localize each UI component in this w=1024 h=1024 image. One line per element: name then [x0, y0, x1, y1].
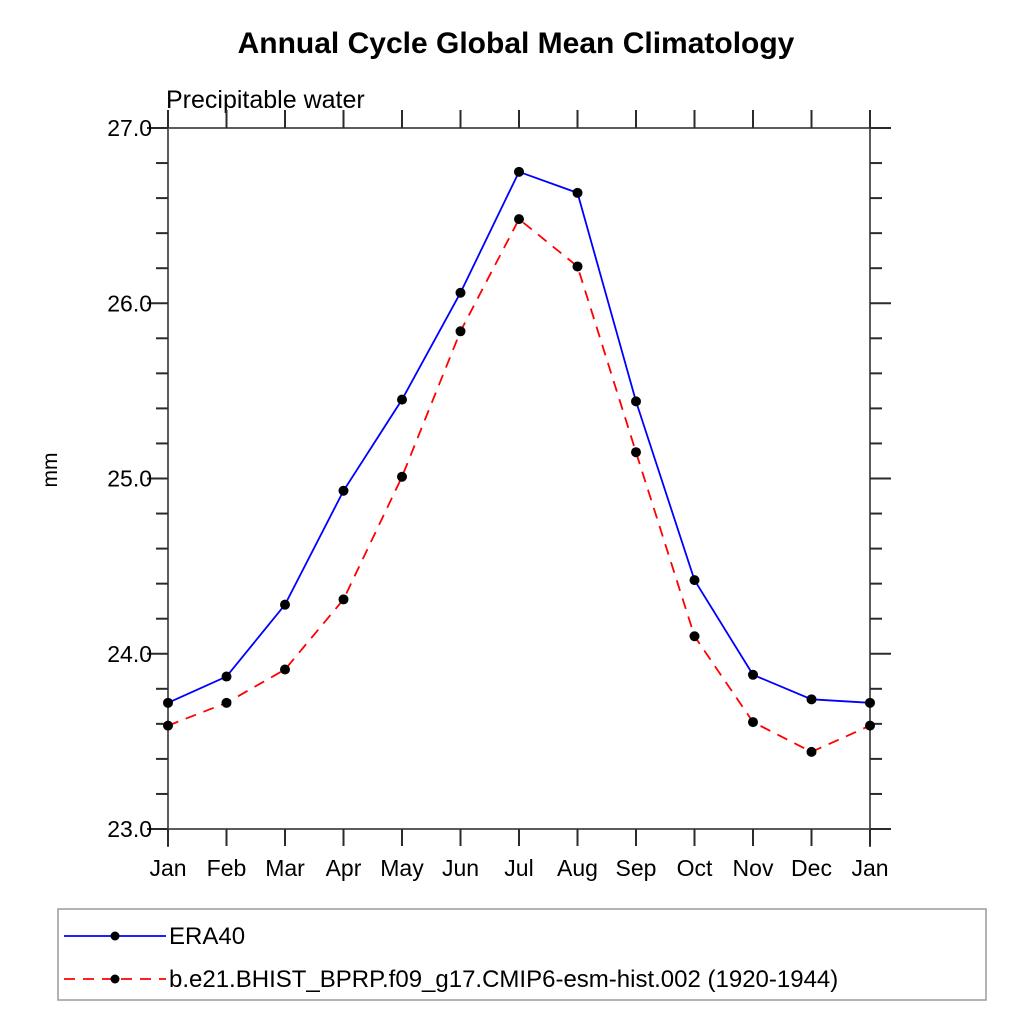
y-tick-label: 24.0 [107, 641, 152, 667]
data-point [221, 697, 232, 708]
legend-marker [110, 931, 120, 941]
x-tick-label: Dec [791, 855, 832, 881]
data-point [865, 720, 875, 731]
x-tick-label: Jan [149, 855, 186, 881]
data-point [689, 575, 700, 586]
y-tick-label: 27.0 [107, 115, 152, 141]
data-point [338, 485, 349, 496]
data-point [455, 287, 466, 298]
data-point [748, 717, 758, 728]
x-tick-label: Aug [557, 855, 598, 881]
x-tick-label: May [380, 855, 424, 881]
legend-box [57, 908, 987, 1001]
data-point [397, 394, 407, 405]
y-tick-label: 25.0 [107, 466, 152, 492]
data-point [572, 261, 583, 272]
data-point [221, 671, 232, 682]
data-point [397, 471, 407, 482]
legend-label: b.e21.BHIST_BPRP.f09_g17.CMIP6-esm-hist.… [169, 966, 838, 993]
data-point [689, 631, 700, 642]
x-tick-label: Mar [265, 855, 305, 881]
data-point [748, 669, 758, 680]
chart-title: Annual Cycle Global Mean Climatology [238, 27, 795, 60]
data-point [865, 697, 875, 708]
legend: ERA40 b.e21.BHIST_BPRP.f09_g17.CMIP6-esm-… [57, 908, 987, 1001]
data-point [806, 746, 817, 757]
data-point [806, 694, 817, 705]
x-tick-label: Feb [207, 855, 247, 881]
data-point [631, 396, 641, 407]
x-tick-label: Jun [442, 855, 479, 881]
y-axis-label: mm [39, 453, 62, 488]
x-tick-label: Jan [851, 855, 888, 881]
legend-marker [110, 974, 120, 984]
y-tick-label: 26.0 [107, 290, 152, 316]
series-line [167, 170, 871, 704]
x-tick-label: Nov [733, 855, 774, 881]
data-point [163, 720, 173, 731]
axes: Jan Feb Mar Apr May Jun Jul Aug Sep Oct Nov Dec Jan 2… [107, 110, 891, 881]
data-point [338, 594, 349, 605]
data-series [163, 166, 875, 757]
legend-label: ERA40 [169, 923, 245, 950]
series-line [167, 217, 871, 753]
y-tick-label: 23.0 [107, 816, 152, 842]
data-point [572, 187, 583, 198]
data-point [514, 214, 524, 225]
data-point [514, 166, 524, 177]
data-point [455, 326, 466, 337]
data-point [163, 697, 173, 708]
data-point [280, 599, 290, 610]
x-tick-label: Apr [326, 855, 362, 881]
x-tick-label: Jul [504, 855, 533, 881]
data-point [280, 664, 290, 675]
chart-subtitle: Precipitable water [166, 86, 365, 114]
x-tick-label: Sep [616, 855, 657, 881]
data-point [631, 447, 641, 458]
x-tick-label: Oct [677, 855, 713, 881]
